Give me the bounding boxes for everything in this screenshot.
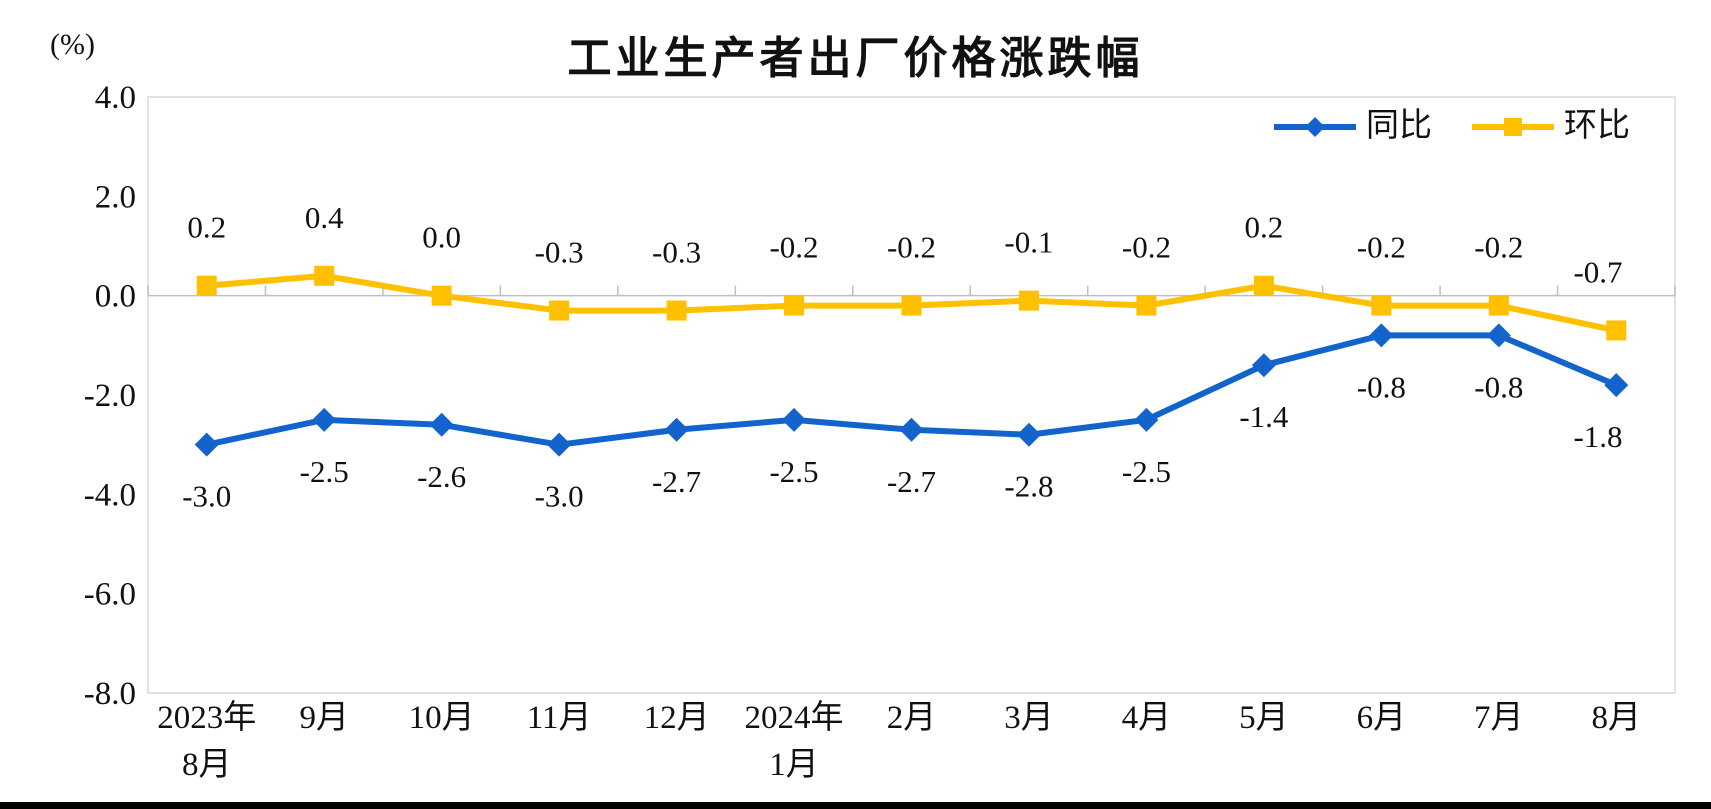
svg-text:-3.0: -3.0 [182,479,231,514]
chart-title: 工业生产者出厂价格涨跌幅 [567,34,1144,83]
svg-text:-0.2: -0.2 [1122,230,1171,265]
y-axis-unit-label: (%) [50,28,95,61]
marker-diamond [664,417,689,442]
svg-text:-0.3: -0.3 [535,235,584,270]
svg-text:-2.5: -2.5 [300,454,349,489]
y-axis-tick-labels: 4.0 2.0 0.0 -2.0 -4.0 -6.0 -8.0 [84,80,136,712]
svg-text:12月: 12月 [644,700,710,736]
svg-text:-1.8: -1.8 [1573,419,1622,454]
svg-text:-2.5: -2.5 [1122,454,1171,489]
marker-square [784,295,805,316]
svg-text:9月: 9月 [299,700,349,736]
svg-text:-3.0: -3.0 [535,479,584,514]
svg-text:0.4: 0.4 [305,200,344,235]
marker-square [901,295,922,316]
svg-text:4月: 4月 [1122,700,1172,736]
svg-text:8月: 8月 [1592,700,1642,736]
legend-label-环比: 环比 [1564,108,1630,144]
marker-square [666,300,687,321]
svg-text:-2.8: -2.8 [1004,469,1053,504]
legend: 同比 环比 [1272,110,1630,143]
marker-square [431,285,452,306]
marker-square [1371,295,1392,316]
series-labels-同比: -3.0 -2.5 -2.6 -3.0 -2.7 -2.5 -2.7 -2.8 -2.5 -1.4… [182,369,1622,513]
svg-text:6月: 6月 [1357,700,1407,736]
svg-text:-2.7: -2.7 [887,464,936,499]
plot-border [147,96,1676,694]
legend-square-marker-icon [1472,117,1554,136]
svg-text:2月: 2月 [887,700,937,736]
marker-diamond [312,407,337,432]
marker-square [314,265,335,286]
svg-text:-8.0: -8.0 [84,676,136,712]
legend-item-同比: 同比 [1272,110,1432,143]
marker-diamond [1016,422,1041,447]
svg-text:4.0: 4.0 [95,80,136,116]
svg-text:3月: 3月 [1004,700,1054,736]
marker-diamond [1134,407,1159,432]
marker-square [196,275,217,296]
marker-diamond [782,407,807,432]
svg-text:2.0: 2.0 [95,179,136,215]
svg-text:0.0: 0.0 [95,279,136,315]
x-axis-tick-labels: 2023年 8月 9月 10月 11月 12月 2024年 1月 2月 3月 4月 5月 6月 7月 8月 [157,699,1641,783]
svg-text:-0.2: -0.2 [1474,230,1523,265]
marker-diamond [429,412,454,437]
svg-text:-2.5: -2.5 [769,454,818,489]
marker-square [549,300,570,321]
series-环比 [196,265,1627,341]
svg-text:-2.6: -2.6 [417,459,466,494]
svg-text:11月: 11月 [527,700,592,736]
marker-square [1606,320,1627,341]
marker-diamond [194,432,219,457]
svg-text:10月: 10月 [409,700,475,736]
svg-text:-0.2: -0.2 [1357,230,1406,265]
marker-square [1136,295,1157,316]
marker-diamond [1251,353,1276,378]
svg-text:5月: 5月 [1239,700,1289,736]
svg-text:-6.0: -6.0 [84,577,136,613]
svg-text:-1.4: -1.4 [1239,399,1289,434]
svg-text:-4.0: -4.0 [84,477,136,513]
marker-diamond [1369,323,1394,348]
bottom-divider [0,802,1711,809]
svg-text:7月: 7月 [1474,700,1524,736]
series-labels-环比: 0.2 0.4 0.0 -0.3 -0.3 -0.2 -0.2 -0.1 -0.2 0.2 -0.2… [187,200,1622,290]
marker-diamond [1604,373,1629,398]
svg-text:0.0: 0.0 [422,220,461,255]
marker-square [1253,275,1274,296]
svg-text:-2.0: -2.0 [84,378,136,414]
svg-text:-0.8: -0.8 [1474,369,1523,404]
svg-text:0.2: 0.2 [187,210,226,245]
svg-text:-0.8: -0.8 [1357,369,1406,404]
legend-item-环比: 环比 [1470,110,1630,143]
legend-diamond-marker-icon [1274,116,1356,137]
svg-text:-0.3: -0.3 [652,235,701,270]
svg-text:0.2: 0.2 [1245,210,1284,245]
marker-square [1018,290,1039,311]
marker-diamond [547,432,572,457]
marker-diamond [899,417,924,442]
svg-text:-0.2: -0.2 [769,230,818,265]
series-同比 [194,323,1629,457]
marker-square [1488,295,1509,316]
legend-label-同比: 同比 [1366,108,1432,144]
svg-text:-2.7: -2.7 [652,464,701,499]
svg-text:-0.2: -0.2 [887,230,936,265]
svg-text:-0.1: -0.1 [1004,225,1053,260]
svg-text:-0.7: -0.7 [1573,254,1622,289]
marker-diamond [1486,323,1511,348]
